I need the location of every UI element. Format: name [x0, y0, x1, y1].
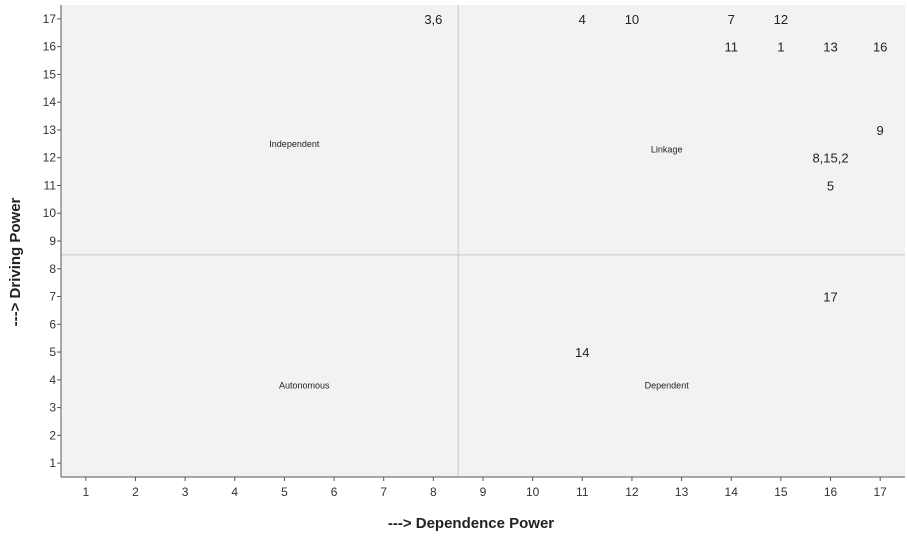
data-point-label: 11 [724, 40, 738, 55]
y-tick-label: 11 [44, 178, 57, 192]
x-tick-label: 16 [824, 485, 838, 499]
x-axis-title: ---> Dependence Power [388, 515, 554, 532]
data-point-label: 5 [827, 178, 834, 193]
y-tick-label: 1 [49, 456, 56, 470]
plot-background [61, 5, 905, 477]
y-tick-label: 14 [43, 95, 57, 109]
y-tick-label: 4 [49, 373, 56, 387]
x-tick-label: 13 [675, 485, 689, 499]
data-point-label: 10 [625, 12, 639, 27]
x-tick-labels: 1 2 3 4 5 6 7 8 9 10 11 12 13 14 15 16 17 [82, 477, 887, 499]
x-tick-label: 1 [82, 485, 89, 499]
quadrant-label: Independent [269, 139, 320, 149]
y-tick-label: 13 [43, 123, 57, 137]
x-tick-label: 10 [526, 485, 540, 499]
quadrant-label: Dependent [645, 380, 690, 390]
y-tick-label: 16 [43, 40, 57, 54]
y-tick-label: 9 [49, 234, 56, 248]
y-tick-label: 8 [49, 262, 56, 276]
x-tick-label: 15 [774, 485, 788, 499]
x-tick-label: 17 [873, 485, 887, 499]
y-axis-title: ---> Driving Power [7, 197, 24, 326]
y-tick-label: 3 [49, 401, 56, 415]
x-tick-label: 12 [625, 485, 639, 499]
data-point-label: 4 [579, 12, 586, 27]
x-tick-label: 14 [725, 485, 739, 499]
data-point-label: 12 [774, 12, 788, 27]
data-point-label: 7 [728, 12, 735, 27]
data-point-label: 14 [575, 345, 589, 360]
data-point-label: 3,6 [424, 12, 442, 27]
x-tick-label: 9 [480, 485, 487, 499]
x-tick-label: 4 [231, 485, 238, 499]
data-point-label: 1 [777, 40, 784, 55]
data-point-label: 16 [873, 40, 887, 55]
y-tick-label: 12 [43, 151, 57, 165]
x-tick-label: 5 [281, 485, 288, 499]
x-tick-label: 11 [576, 485, 589, 499]
data-point-label: 9 [877, 123, 884, 138]
y-tick-label: 17 [43, 12, 57, 26]
quadrant-labels: Independent Linkage Autonomous Dependent [269, 139, 689, 391]
x-tick-label: 6 [331, 485, 338, 499]
y-tick-label: 5 [49, 345, 56, 359]
data-point-label: 17 [823, 290, 837, 305]
y-tick-label: 10 [43, 206, 57, 220]
x-tick-label: 8 [430, 485, 437, 499]
quadrant-label: Autonomous [279, 380, 330, 390]
quadrant-label: Linkage [651, 144, 683, 154]
x-tick-label: 2 [132, 485, 139, 499]
y-tick-label: 7 [49, 290, 56, 304]
data-point-label: 8,15,2 [812, 151, 848, 166]
y-tick-label: 2 [49, 428, 56, 442]
x-tick-label: 3 [182, 485, 189, 499]
data-point-label: 13 [823, 40, 837, 55]
y-tick-label: 15 [43, 67, 57, 81]
y-tick-label: 6 [49, 317, 56, 331]
quadrant-dividers [61, 5, 905, 477]
x-tick-label: 7 [380, 485, 387, 499]
